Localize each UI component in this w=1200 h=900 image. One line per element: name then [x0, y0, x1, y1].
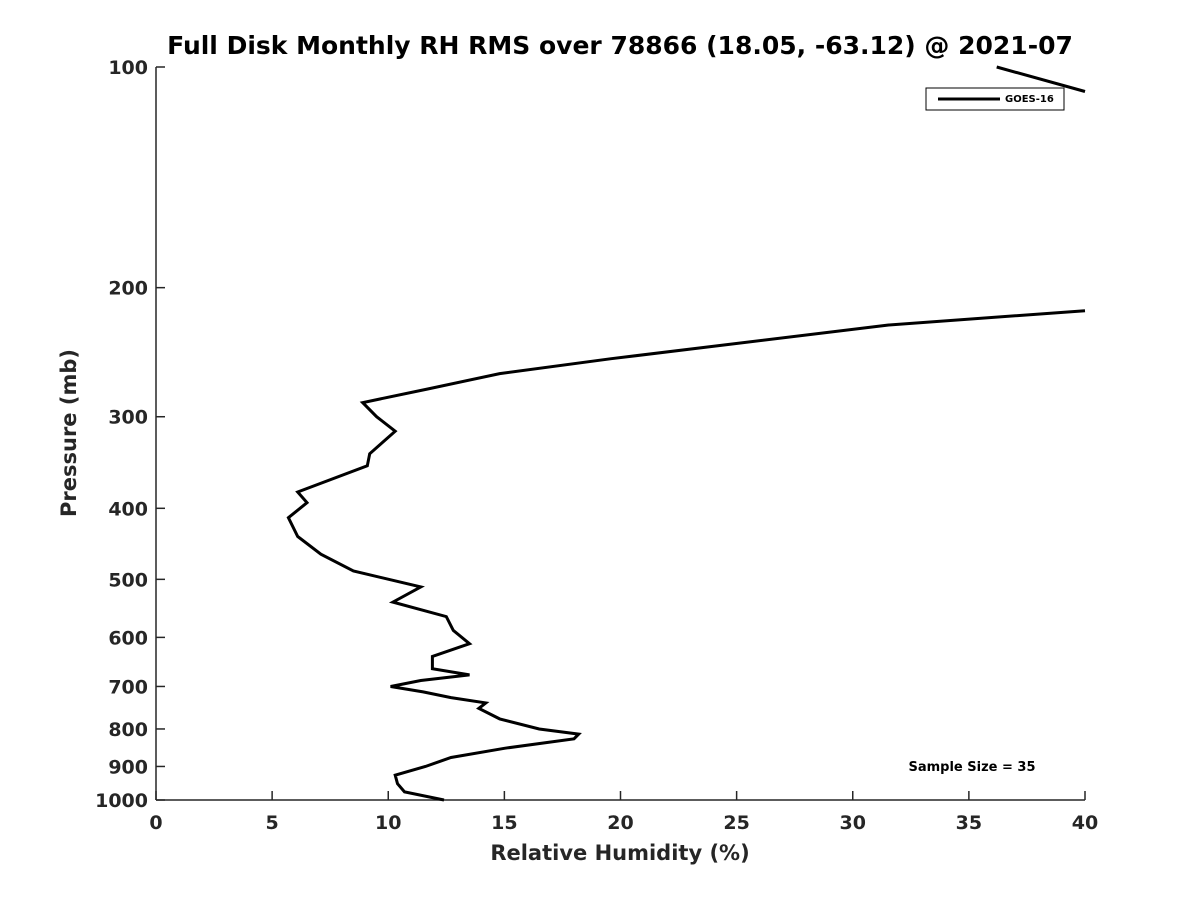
legend-label: GOES-16 [1005, 94, 1054, 105]
y-tick-label: 200 [108, 278, 148, 300]
y-axis-label: Pressure (mb) [57, 349, 81, 517]
y-tick-label: 400 [108, 498, 148, 520]
y-ticks: 100 200 300 400 500 600 700 800 900 1000 [95, 57, 165, 812]
legend: GOES-16 [925, 87, 1065, 111]
x-tick-label: 5 [266, 812, 279, 834]
x-tick-label: 15 [491, 812, 517, 834]
series-line-0 [286, 309, 1086, 802]
y-tick-label: 800 [108, 719, 148, 741]
plot-area [155, 67, 1085, 801]
y-tick-label: 600 [108, 627, 148, 649]
series-line-1 [996, 65, 1086, 93]
y-tick-label: 900 [108, 756, 148, 778]
x-axis-label: Relative Humidity (%) [490, 841, 749, 865]
y-tick-label: 1000 [95, 790, 148, 812]
sample-size-annotation: Sample Size = 35 [908, 760, 1035, 775]
y-tick-label: 100 [108, 57, 148, 79]
x-tick-label: 25 [723, 812, 749, 834]
y-tick-label: 500 [108, 569, 148, 591]
series-layer [286, 65, 1086, 802]
x-ticks: 0 5 10 15 20 25 30 35 40 [149, 791, 1098, 834]
x-tick-label: 35 [956, 812, 982, 834]
x-tick-label: 30 [840, 812, 866, 834]
y-tick-label: 300 [108, 407, 148, 429]
x-tick-label: 10 [375, 812, 401, 834]
x-tick-label: 20 [607, 812, 633, 834]
x-tick-label: 0 [149, 812, 162, 834]
x-tick-label: 40 [1072, 812, 1098, 834]
y-tick-label: 700 [108, 676, 148, 698]
chart-title: Full Disk Monthly RH RMS over 78866 (18.… [167, 31, 1073, 60]
